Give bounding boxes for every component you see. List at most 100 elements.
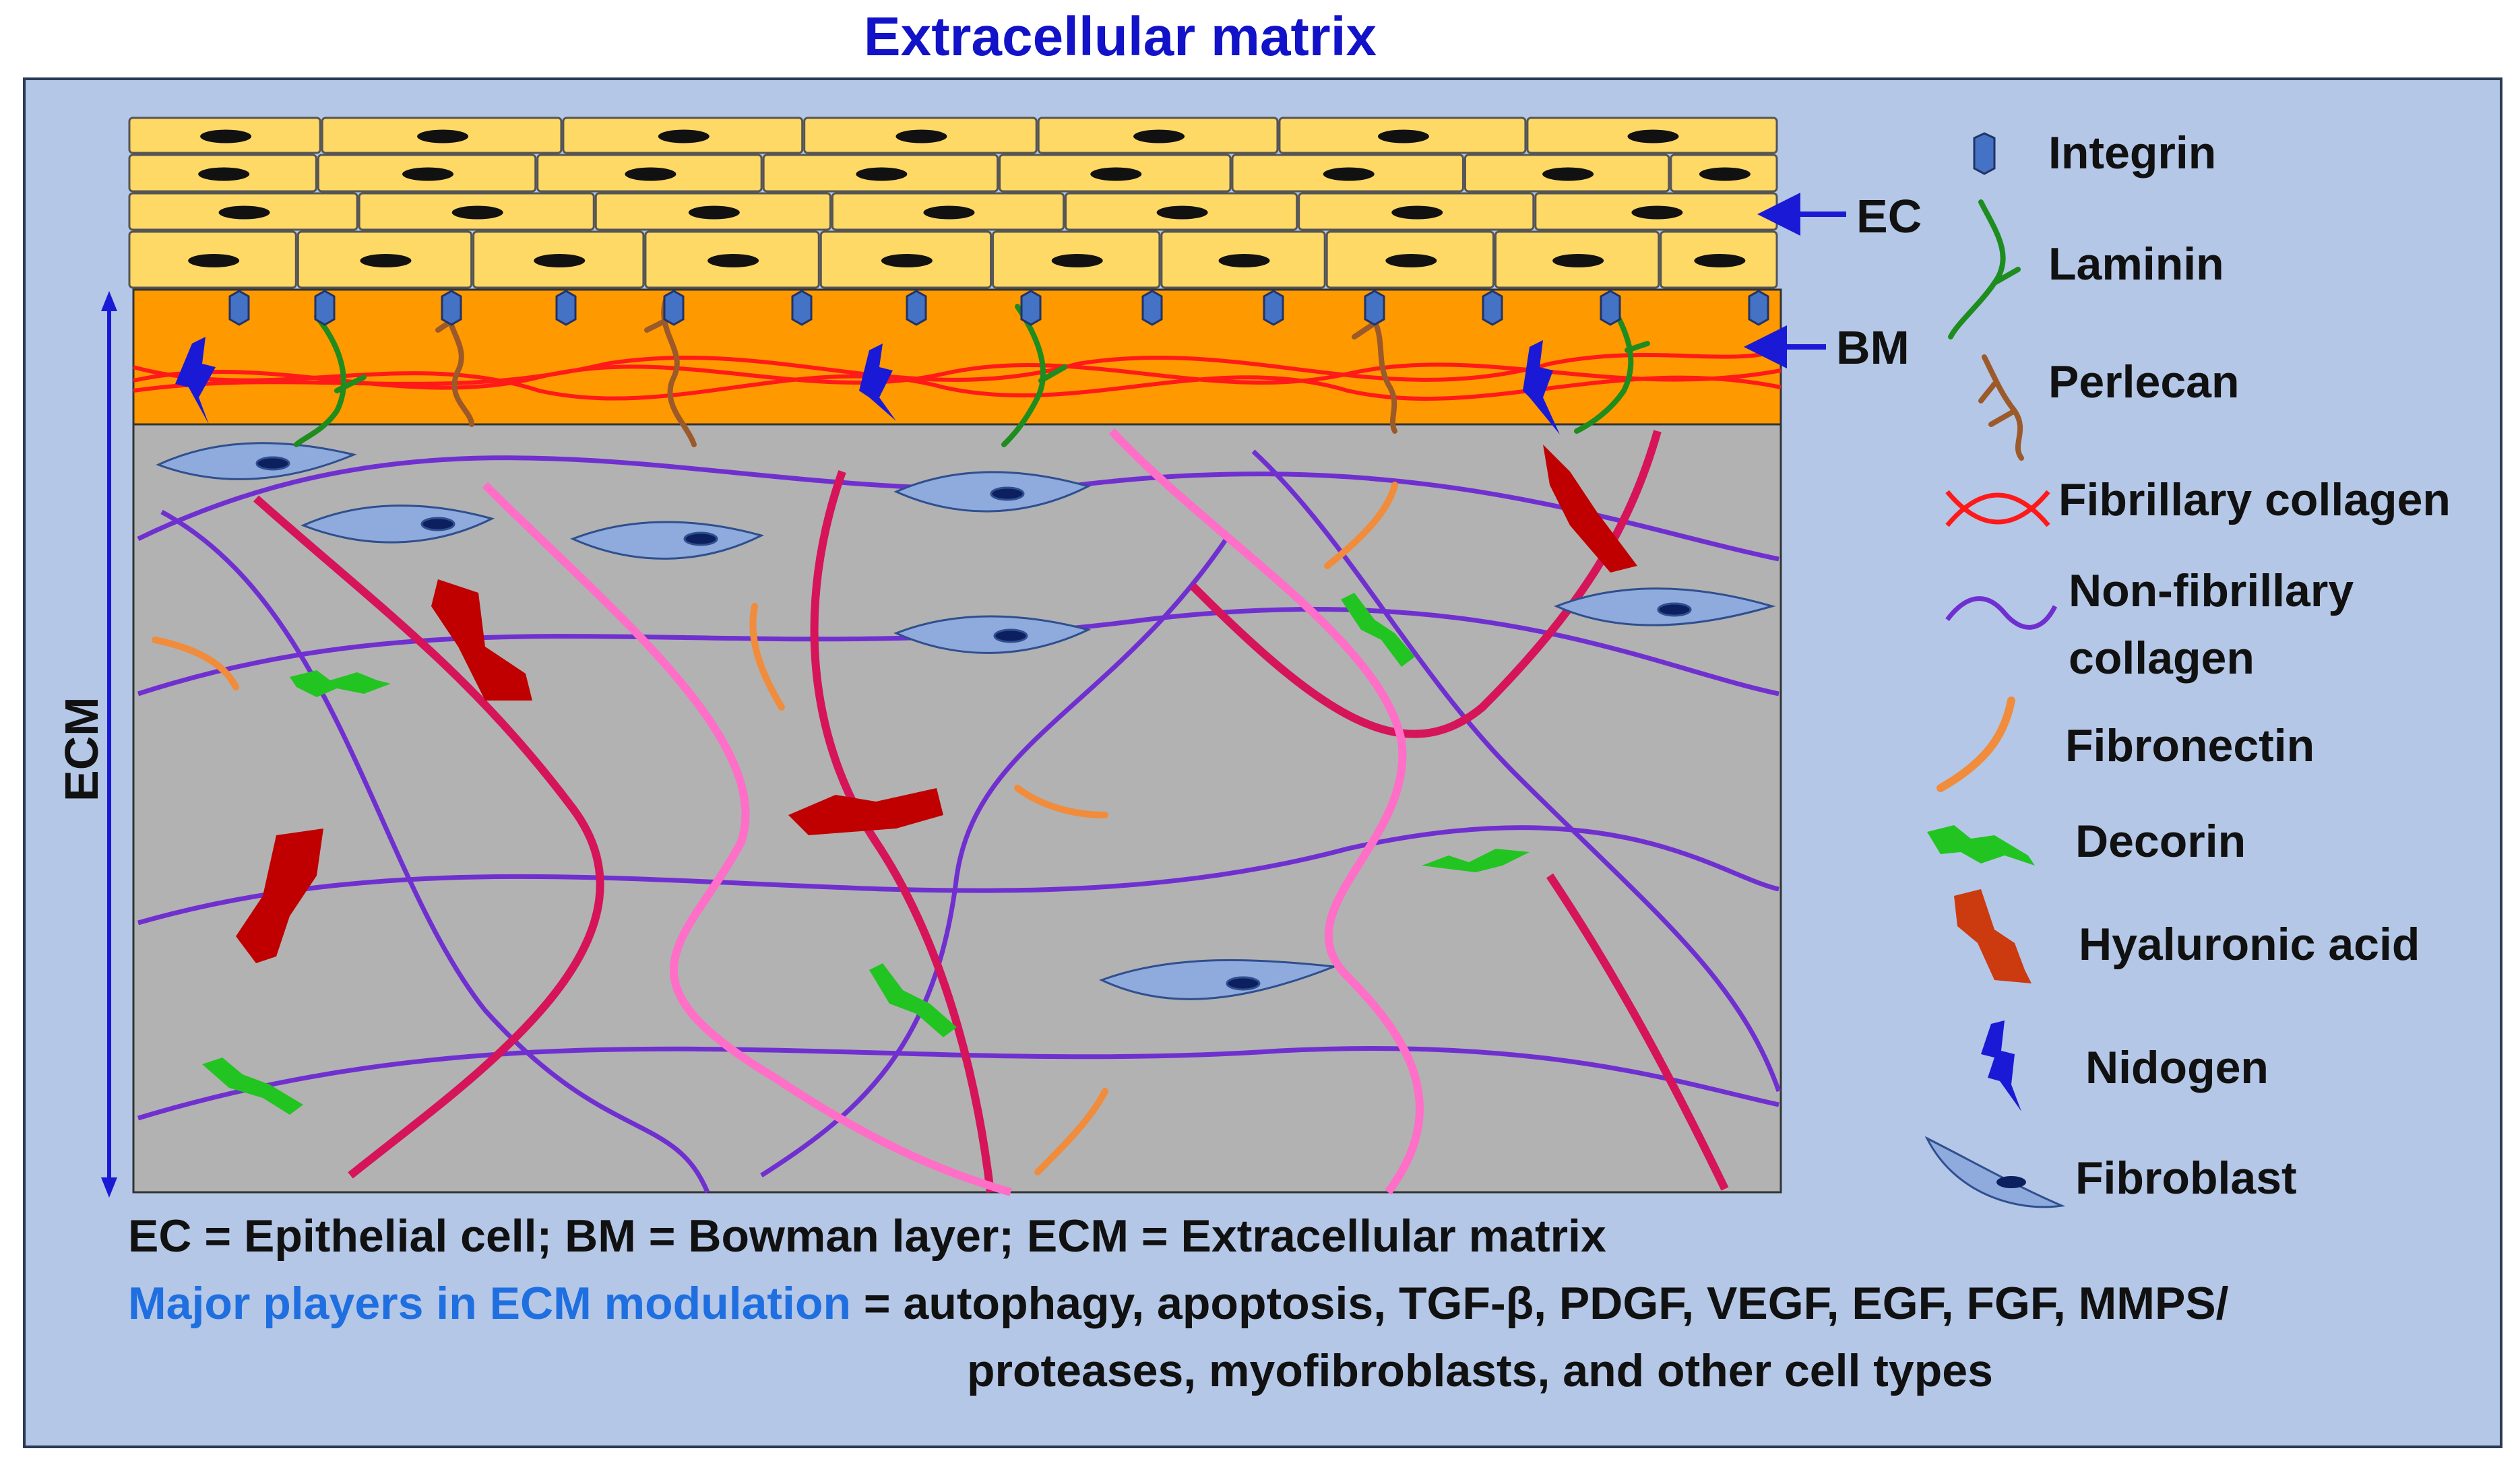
legend-label: Fibroblast [2075, 1152, 2297, 1204]
non-fibrillary-collagen-icon [1945, 596, 2058, 630]
players-line-2: proteases, myofibroblasts, and other cel… [967, 1345, 1993, 1396]
integrin [1600, 290, 1621, 326]
legend-fibronectin: Fibronectin [1936, 696, 2314, 792]
hyaluronic-acid-molecules [236, 445, 1637, 963]
bowman-fibrillary-collagen [133, 348, 1782, 401]
figure-title: Extracellular matrix [863, 6, 1377, 67]
cell-nucleus [923, 205, 975, 220]
players-line: Major players in ECM modulation = autoph… [128, 1273, 2229, 1334]
cell-nucleus [658, 129, 710, 143]
cell-nucleus [688, 205, 740, 220]
legend-label: Fibronectin [2065, 720, 2314, 771]
cell-nucleus [1631, 205, 1683, 220]
perlecan-icon [1978, 354, 2024, 461]
legend-laminin: Laminin [1948, 199, 2224, 339]
legend-decorin: Decorin [1927, 816, 2246, 867]
integrin [906, 290, 927, 326]
cell-nucleus [1391, 205, 1443, 220]
integrin [1364, 290, 1385, 326]
decorin-icon [1927, 825, 2035, 866]
cell-nucleus [1218, 254, 1270, 267]
players-text: = autophagy, apoptosis, TGF-β, PDGF, VEG… [851, 1278, 2229, 1329]
decorin-molecules [202, 593, 1530, 1115]
cell-nucleus [402, 167, 454, 181]
ecm-label: ECM [55, 696, 108, 802]
cell-nucleus [188, 254, 240, 267]
integrin [441, 290, 462, 326]
legend-label: Nidogen [2085, 1042, 2269, 1093]
legend-perlecan: Perlecan [1978, 354, 2240, 461]
ecm-vertical-arrow [101, 291, 117, 1198]
cell-nucleus [881, 254, 933, 267]
thick-fibers [253, 430, 1729, 1193]
integrin [314, 290, 336, 326]
integrin [1263, 290, 1284, 326]
legend-label: Decorin [2075, 816, 2246, 867]
integrin-icon [1973, 132, 1996, 175]
cell-nucleus [1627, 129, 1679, 143]
cell-nucleus [856, 167, 908, 181]
integrins [228, 290, 1769, 326]
cell-nucleus [1694, 254, 1746, 267]
bowman-laminin [294, 300, 1650, 447]
bm-label: BM [1836, 321, 1910, 374]
integrin [791, 290, 813, 326]
legend-label: Laminin [2048, 238, 2224, 290]
legend-integrin: Integrin [1973, 127, 2216, 178]
integrin [1141, 290, 1163, 326]
cell-nucleus [707, 254, 759, 267]
fibronectin-molecules [152, 482, 1398, 1175]
cell-nucleus [1090, 167, 1142, 181]
cell-nucleus [625, 167, 676, 181]
legend-hyaluronic-acid: Hyaluronic acid [1954, 889, 2420, 983]
legend-nidogen: Nidogen [1981, 1020, 2269, 1111]
cell-nucleus [1133, 129, 1185, 143]
cell-nucleus [1699, 167, 1751, 181]
integrin [1020, 290, 1042, 326]
fibronectin-icon [1936, 696, 2015, 792]
cell-nucleus [1156, 205, 1208, 220]
cell-nucleus [218, 205, 270, 220]
nidogen-icon [1981, 1020, 2021, 1111]
legend-label: Fibrillary collagen [2058, 474, 2451, 525]
cell-nucleus [534, 254, 586, 267]
matrix-fibroblasts [156, 442, 1776, 1000]
cell-nucleus [360, 254, 412, 267]
legend-label: Perlecan [2048, 356, 2240, 408]
fibrillary-collagen-icon [1945, 490, 2050, 527]
integrin [555, 290, 577, 326]
cell-nucleus [1377, 129, 1429, 143]
legend: Integrin Laminin Perlecan Fibrillary col… [1924, 127, 2451, 1208]
cell-nucleus [200, 129, 252, 143]
legend-label: Integrin [2048, 127, 2216, 178]
cell-nucleus [895, 129, 947, 143]
integrin [1748, 290, 1769, 326]
cell-nucleus [417, 129, 469, 143]
cell-nucleus [1542, 167, 1594, 181]
integrin [1482, 290, 1503, 326]
laminin-icon [1948, 199, 2021, 339]
ec-label: EC [1856, 190, 1922, 242]
fibroblast-icon [1924, 1136, 2066, 1208]
cell-nucleus [451, 205, 503, 220]
abbreviations-line: EC = Epithelial cell; BM = Bowman layer;… [128, 1210, 1606, 1262]
epithelial-cell-layer [128, 117, 1778, 289]
fibroblast-nucleus [1996, 1176, 2026, 1188]
cell-nucleus [1552, 254, 1604, 267]
cell-nucleus [1051, 254, 1103, 267]
hyaluronic-acid-icon [1954, 889, 2031, 983]
legend-fibrillary-collagen: Fibrillary collagen [1945, 474, 2451, 527]
cell-nucleus [1323, 167, 1375, 181]
players-label: Major players in ECM modulation [128, 1278, 852, 1329]
legend-label: Hyaluronic acid [2079, 919, 2420, 970]
integrin [228, 290, 250, 326]
integrin [663, 290, 685, 326]
bowman-nidogen [175, 337, 1560, 434]
legend-label-line2: collagen [2069, 632, 2255, 684]
cell-nucleus [1385, 254, 1437, 267]
legend-fibroblast: Fibroblast [1924, 1136, 2297, 1208]
legend-label: Non-fibrillary [2069, 565, 2354, 616]
legend-non-fibrillary-collagen: Non-fibrillary collagen [1945, 565, 2354, 684]
pink-fibers [482, 428, 1424, 1196]
